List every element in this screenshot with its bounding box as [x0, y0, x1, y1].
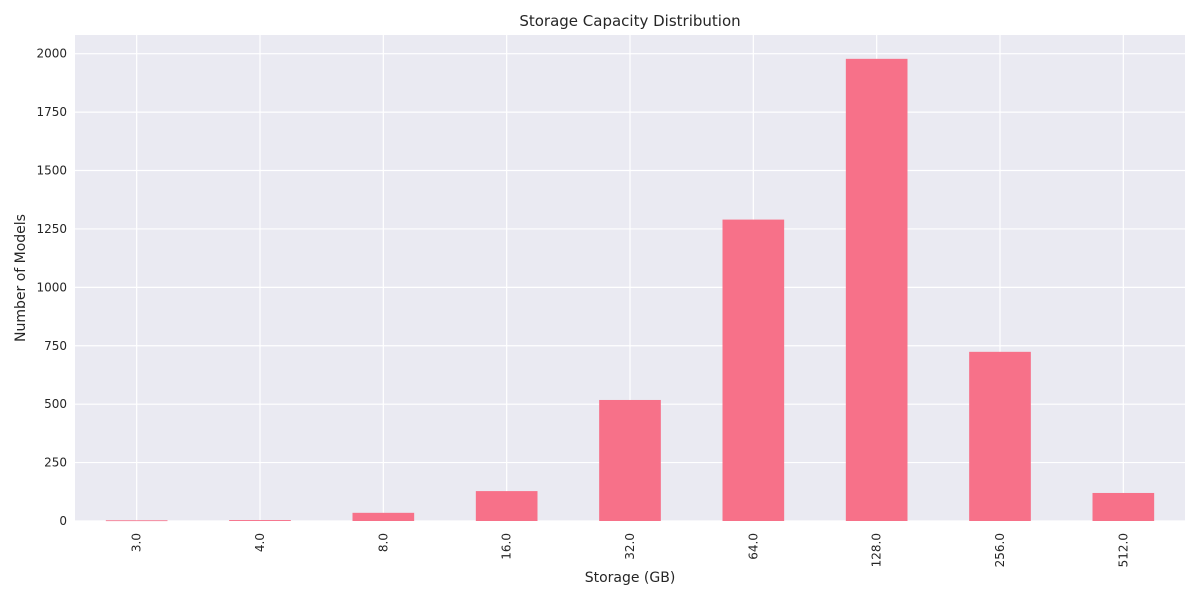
- bar-32-0: [599, 399, 661, 521]
- bar-4-0: [229, 520, 291, 521]
- x-tick-label: 128.0: [870, 533, 884, 567]
- x-tick-label: 4.0: [253, 533, 267, 552]
- bar-512-0: [1092, 492, 1155, 521]
- x-tick-label: 32.0: [623, 533, 637, 560]
- bar-64-0: [722, 219, 785, 521]
- y-tick-label: 1250: [36, 222, 67, 236]
- chart-title: Storage Capacity Distribution: [519, 12, 740, 30]
- x-tick-label: 16.0: [500, 533, 514, 560]
- x-tick-label: 64.0: [746, 533, 760, 560]
- x-tick-label: 512.0: [1116, 533, 1130, 567]
- y-tick-label: 0: [59, 514, 67, 528]
- y-tick-label: 750: [44, 339, 67, 353]
- x-axis-title: Storage (GB): [585, 570, 676, 586]
- bar-256-0: [969, 351, 1031, 521]
- bars: [105, 58, 1155, 522]
- x-tick-label: 256.0: [993, 533, 1007, 567]
- bar-3-0: [105, 520, 168, 522]
- y-axis-title: Number of Models: [13, 214, 29, 342]
- y-tick-label: 1750: [36, 105, 67, 119]
- y-tick-label: 1500: [36, 164, 67, 178]
- y-tick-label: 500: [44, 397, 67, 411]
- y-tick-label: 2000: [36, 47, 67, 61]
- bar-128-0: [845, 58, 908, 521]
- x-tick-labels: 3.0 4.0 8.0 16.0 32.0 64.0 128.0 256.0 512.0: [130, 533, 1131, 567]
- y-tick-label: 250: [44, 456, 67, 470]
- y-tick-labels: 0 250 500 750 1000 1250 1500 1750 2000: [36, 47, 67, 528]
- x-tick-label: 8.0: [376, 533, 390, 552]
- x-tick-label: 3.0: [130, 533, 144, 552]
- bar-8-0: [352, 512, 415, 521]
- bar-16-0: [475, 491, 538, 521]
- y-tick-label: 1000: [36, 280, 67, 294]
